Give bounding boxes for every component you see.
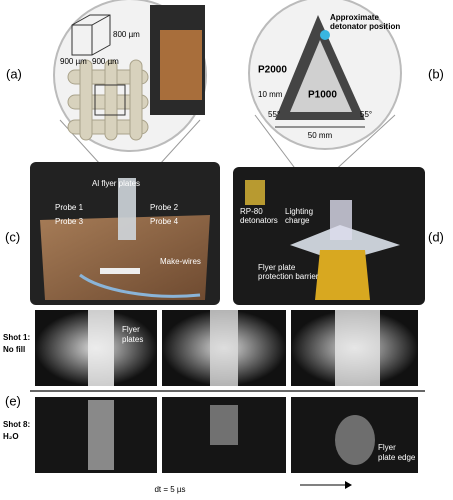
annotation: detonator position (330, 22, 400, 31)
annotation: Approximate (330, 13, 379, 22)
row-label: No fill (3, 345, 25, 354)
annotation: protection barrier (258, 272, 319, 281)
panel-label: (e) (5, 393, 21, 408)
annotation: detonators (240, 216, 278, 225)
region-label: P1000 (308, 90, 337, 101)
annotation: Flyer (378, 443, 396, 452)
base-plate (40, 215, 210, 300)
arrow-head (345, 481, 352, 489)
annotation: Make-wires (160, 257, 201, 266)
row-label: Shot 8: (3, 420, 30, 429)
annotation: RP-80 (240, 207, 263, 216)
panel-label: (a) (6, 66, 22, 81)
platform (290, 225, 400, 262)
wires (79, 273, 201, 298)
unit-cell (94, 84, 126, 116)
time-label: dt = 5 µs (154, 485, 185, 494)
annotation: charge (285, 216, 310, 225)
annotation: Probe 3 (55, 217, 84, 226)
dim-label: 50 mm (308, 131, 333, 140)
annotation: Probe 1 (55, 203, 84, 212)
dim-label: 800 µm (113, 30, 140, 39)
block (100, 268, 140, 274)
panel-label: (c) (5, 229, 20, 244)
cube (71, 14, 111, 56)
detonators (245, 180, 265, 205)
annotation: Probe 4 (150, 217, 179, 226)
zoom-line (329, 114, 396, 176)
dim-label: 900 µm (60, 57, 87, 66)
annotation: plate edge (378, 453, 416, 462)
region-label: P2000 (258, 65, 287, 76)
flyer-plates (118, 178, 136, 240)
charge (330, 200, 352, 240)
annotation: plates (122, 335, 143, 344)
annotation: Probe 2 (150, 203, 179, 212)
angle-label: 55° (268, 110, 280, 119)
frames (35, 310, 418, 473)
panel-label: (d) (428, 229, 444, 244)
lattice (67, 59, 149, 141)
dim-label: 900 µm (92, 57, 119, 66)
inner-triangle (290, 40, 352, 112)
panel-label: (b) (428, 66, 444, 81)
annotation: Al flyer plates (92, 179, 140, 188)
annotation: Flyer (122, 325, 140, 334)
barrier (315, 250, 370, 300)
row-label: Shot 1: (3, 333, 30, 342)
annotation: Lighting (285, 207, 313, 216)
dim-label: 10 mm (258, 90, 283, 99)
zoom-line (254, 114, 301, 176)
row-label: H₂O (3, 432, 19, 441)
detonator-dot (320, 30, 330, 40)
lattice-scan (160, 30, 202, 100)
annotation: Flyer plate (258, 263, 296, 272)
angle-label: 55° (360, 110, 372, 119)
